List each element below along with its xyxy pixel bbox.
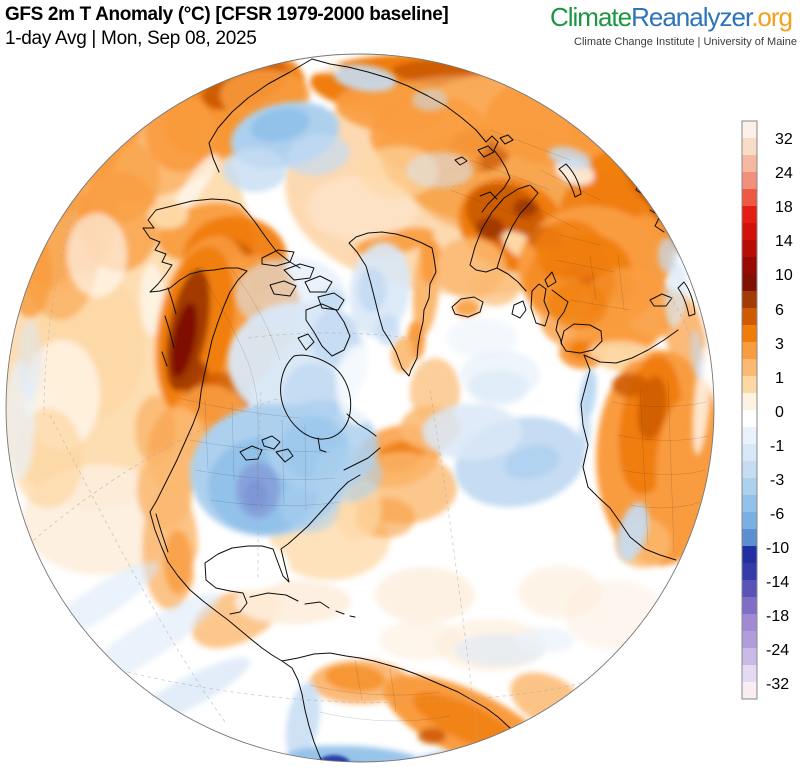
svg-text:18: 18	[775, 199, 793, 216]
svg-text:6: 6	[775, 302, 784, 319]
svg-text:-18: -18	[766, 608, 789, 625]
svg-text:24: 24	[775, 165, 793, 182]
svg-text:32: 32	[775, 131, 793, 148]
svg-text:0: 0	[775, 404, 784, 421]
svg-text:1: 1	[775, 370, 784, 387]
svg-text:-14: -14	[766, 574, 789, 591]
svg-text:14: 14	[775, 233, 793, 250]
svg-text:-6: -6	[770, 506, 784, 523]
svg-text:-3: -3	[770, 472, 784, 489]
svg-text:-24: -24	[766, 642, 789, 659]
svg-text:-10: -10	[766, 540, 789, 557]
svg-text:3: 3	[775, 336, 784, 353]
svg-text:10: 10	[775, 267, 793, 284]
svg-text:-1: -1	[770, 438, 784, 455]
svg-text:-32: -32	[766, 676, 789, 693]
